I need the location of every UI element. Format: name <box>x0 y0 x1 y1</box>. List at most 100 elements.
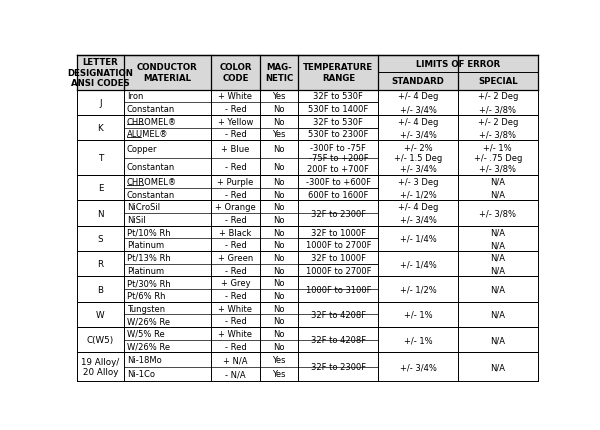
Text: No: No <box>274 178 285 187</box>
Text: Platinum: Platinum <box>127 241 164 250</box>
Text: No: No <box>274 117 285 126</box>
Text: +/- 3/8%: +/- 3/8% <box>479 209 517 218</box>
Text: +/- 3/4%: +/- 3/4% <box>400 105 437 114</box>
Text: R: R <box>97 260 104 269</box>
Text: +/- 1/4%: +/- 1/4% <box>400 234 436 243</box>
Text: Constantan: Constantan <box>127 190 175 199</box>
Text: - Red: - Red <box>224 342 247 351</box>
Text: COLOR
CODE: COLOR CODE <box>219 63 252 83</box>
Text: - Red: - Red <box>224 241 247 250</box>
Text: No: No <box>274 342 285 351</box>
Text: N/A: N/A <box>490 241 505 250</box>
Text: +/- 2 Deg: +/- 2 Deg <box>478 117 518 126</box>
Text: N/A: N/A <box>490 335 505 344</box>
Bar <box>77 90 538 116</box>
Bar <box>77 353 538 381</box>
Text: E: E <box>98 184 103 193</box>
Text: 32F to 2300F: 32F to 2300F <box>311 209 366 218</box>
Text: N/A: N/A <box>490 190 505 199</box>
Text: 530F to 2300F: 530F to 2300F <box>308 130 368 139</box>
Text: + Orange: + Orange <box>215 203 256 212</box>
Text: N/A: N/A <box>490 310 505 319</box>
Text: + Yellow: + Yellow <box>218 117 253 126</box>
Text: N/A: N/A <box>490 228 505 237</box>
Text: +/- 2 Deg: +/- 2 Deg <box>478 92 518 101</box>
Text: - Red: - Red <box>224 105 247 114</box>
Text: +/- 3/4%: +/- 3/4% <box>400 130 437 139</box>
Text: Iron: Iron <box>127 92 143 101</box>
Text: Ni-18Mo: Ni-18Mo <box>127 355 161 364</box>
Text: +/- 1%: +/- 1% <box>404 335 433 344</box>
Text: No: No <box>274 203 285 212</box>
Text: No: No <box>274 228 285 237</box>
Text: Pt/30% Rh: Pt/30% Rh <box>127 279 170 288</box>
Text: +/- 3/4%: +/- 3/4% <box>400 362 437 372</box>
Text: No: No <box>274 215 285 224</box>
Bar <box>77 175 538 201</box>
Text: Tungsten: Tungsten <box>127 304 165 313</box>
Text: 32F to 4208F: 32F to 4208F <box>311 310 366 319</box>
Text: +/- 2%
+/- 1.5 Deg
+/- 3/4%: +/- 2% +/- 1.5 Deg +/- 3/4% <box>394 144 442 173</box>
Text: Yes: Yes <box>272 355 286 364</box>
Text: No: No <box>274 105 285 114</box>
Text: N/A: N/A <box>490 178 505 187</box>
Text: No: No <box>274 316 285 326</box>
Text: CHROMEL®: CHROMEL® <box>127 117 177 126</box>
Text: - N/A: - N/A <box>225 369 246 378</box>
Text: No: No <box>274 304 285 313</box>
Text: +/- 1/2%: +/- 1/2% <box>400 190 436 199</box>
Text: NiSil: NiSil <box>127 215 146 224</box>
Bar <box>77 252 538 277</box>
Text: 1000F to 2700F: 1000F to 2700F <box>305 266 371 275</box>
Bar <box>77 201 538 226</box>
Text: Pt/10% Rh: Pt/10% Rh <box>127 228 170 237</box>
Text: Yes: Yes <box>272 369 286 378</box>
Text: No: No <box>274 291 285 300</box>
Text: 32F to 530F: 32F to 530F <box>313 117 363 126</box>
Text: 32F to 4208F: 32F to 4208F <box>311 335 366 344</box>
Text: + Purple: + Purple <box>217 178 254 187</box>
Text: +/- 3 Deg: +/- 3 Deg <box>398 178 439 187</box>
Text: Constantan: Constantan <box>127 105 175 114</box>
Bar <box>77 302 538 327</box>
Text: + White: + White <box>218 92 253 101</box>
Text: No: No <box>274 190 285 199</box>
Text: - Red: - Red <box>224 291 247 300</box>
Text: Pt/13% Rh: Pt/13% Rh <box>127 253 170 262</box>
Text: N/A: N/A <box>490 266 505 275</box>
Text: +/- 1%: +/- 1% <box>404 310 433 319</box>
Text: - Red: - Red <box>224 130 247 139</box>
Text: LETTER
DESIGNATION
ANSI CODES: LETTER DESIGNATION ANSI CODES <box>68 58 133 88</box>
Text: TEMPERATURE
RANGE: TEMPERATURE RANGE <box>303 63 373 83</box>
Text: 530F to 1400F: 530F to 1400F <box>308 105 368 114</box>
Text: -300F to +600F: -300F to +600F <box>306 178 371 187</box>
Text: NiCroSil: NiCroSil <box>127 203 160 212</box>
Text: No: No <box>274 266 285 275</box>
Bar <box>77 226 538 252</box>
Text: - Red: - Red <box>224 163 247 172</box>
Text: W: W <box>96 310 105 319</box>
Text: 32F to 530F: 32F to 530F <box>313 92 363 101</box>
Text: B: B <box>97 285 103 294</box>
Text: +/- 4 Deg: +/- 4 Deg <box>398 117 438 126</box>
Text: 32F to 1000F: 32F to 1000F <box>311 228 366 237</box>
Text: + Black: + Black <box>220 228 251 237</box>
Text: Pt/6% Rh: Pt/6% Rh <box>127 291 166 300</box>
Text: No: No <box>274 329 285 338</box>
Text: 1000F to 2700F: 1000F to 2700F <box>305 241 371 250</box>
Text: +/- 3/8%: +/- 3/8% <box>479 130 517 139</box>
Text: - Red: - Red <box>224 190 247 199</box>
Text: 600F to 1600F: 600F to 1600F <box>308 190 368 199</box>
Text: 32F to 1000F: 32F to 1000F <box>311 253 366 262</box>
Text: ALUMEL®: ALUMEL® <box>127 130 169 139</box>
Text: +/- 3/8%: +/- 3/8% <box>479 105 517 114</box>
Text: + Grey: + Grey <box>221 279 250 288</box>
Text: T: T <box>98 154 103 163</box>
Bar <box>77 327 538 353</box>
Text: J: J <box>99 98 102 108</box>
Text: N/A: N/A <box>490 285 505 294</box>
Text: W/26% Re: W/26% Re <box>127 342 170 351</box>
Text: C(W5): C(W5) <box>87 335 114 344</box>
Text: STANDARD: STANDARD <box>392 77 445 86</box>
Bar <box>77 116 538 141</box>
